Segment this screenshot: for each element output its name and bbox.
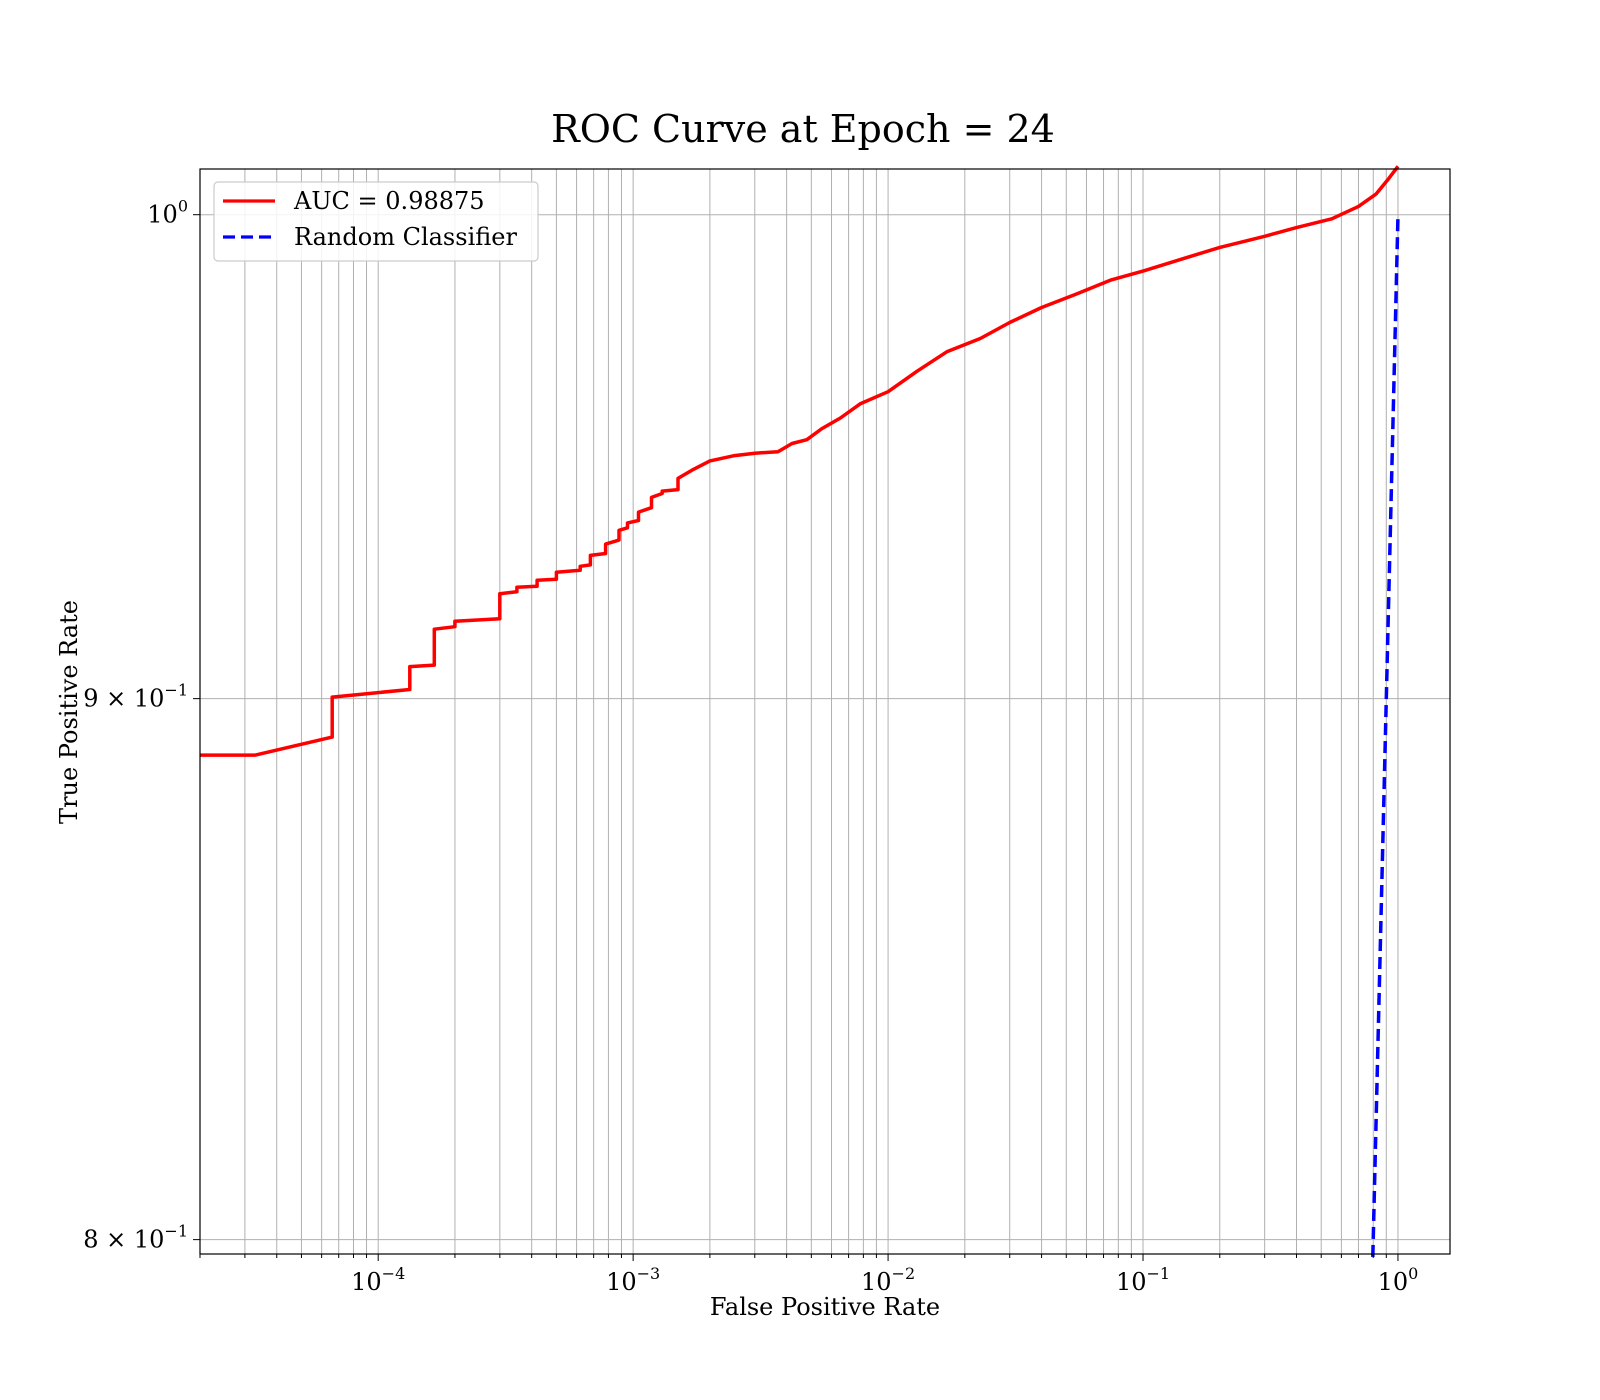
x-tick-label: 10−4 [351, 1264, 405, 1296]
y-tick-label-exponent: −1 [164, 1222, 188, 1241]
x-tick-label-exponent: −1 [1146, 1264, 1170, 1283]
x-tick-label-exponent: −4 [382, 1264, 406, 1283]
x-axis-label: False Positive Rate [710, 1293, 940, 1321]
x-tick-label-exponent: 0 [1408, 1264, 1418, 1283]
y-tick-label-exponent: −1 [164, 681, 188, 700]
grid-lines [199, 169, 1450, 1254]
random-classifier-line [1371, 214, 1400, 1257]
legend: AUC = 0.98875 Random Classifier [213, 181, 539, 262]
roc-curve-line [200, 165, 1400, 757]
y-tick-label-exponent: 0 [178, 197, 188, 216]
legend-box [213, 181, 539, 262]
y-axis-label: True Positive Rate [55, 600, 83, 824]
legend-label-random-classifier: Random Classifier [294, 223, 517, 251]
plot-frame [199, 168, 1451, 1255]
chart-title: ROC Curve at Epoch = 24 [551, 107, 1055, 151]
plot-series [200, 165, 1400, 1257]
x-tick-label-exponent: −2 [892, 1264, 916, 1283]
legend-label-auc: AUC = 0.98875 [293, 187, 485, 215]
x-tick-label-exponent: −3 [637, 1264, 661, 1283]
x-tick-label: 10−2 [861, 1264, 915, 1296]
